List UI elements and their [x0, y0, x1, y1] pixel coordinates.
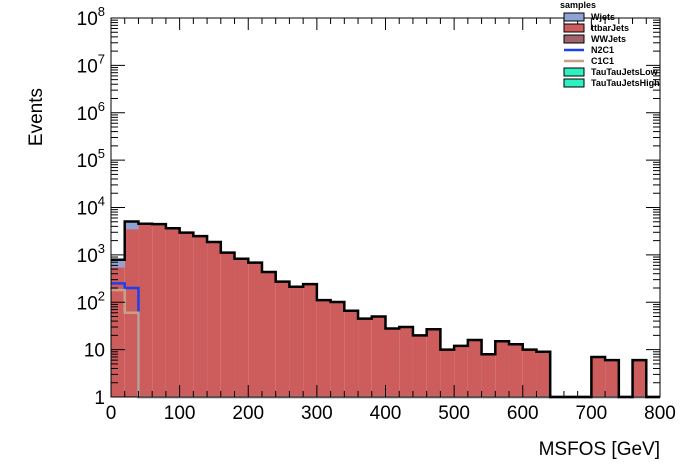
legend-label-ttbarjets: ttbarJets: [591, 23, 629, 33]
bar-ttbarjets-bin-5: [179, 232, 194, 397]
bar-ttbarjets-bin-24: [440, 349, 455, 397]
bar-ttbarjets-bin-19: [371, 316, 386, 397]
legend-title: samples: [560, 0, 596, 10]
x-tick-label: 400: [370, 403, 402, 424]
legend-label-wwjets: WWJets: [591, 34, 626, 44]
legend-entries: WjetsttbarJetsWWJetsN2C1C1C1TauTauJetsLo…: [563, 12, 660, 88]
legend-swatch-wwjets: [563, 34, 585, 44]
bar-ttbarjets-bin-26: [467, 339, 482, 397]
bar-wjets-bin-1: [124, 221, 139, 230]
y-axis-title: Events: [26, 88, 47, 146]
y-tick-labels: 1 10 102 103 104 105 106 107 108: [77, 4, 105, 409]
y-tick-label: 107: [77, 51, 105, 77]
legend-label-tautaujetshigh: TauTauJetsHigh: [591, 78, 660, 88]
bar-ttbarjets-bin-29: [509, 344, 523, 397]
axis-ticks: [110, 17, 661, 398]
bar-ttbarjets-bin-22: [412, 335, 427, 397]
bar-ttbarjets-bin-13: [289, 286, 304, 397]
bar-ttbarjets-bin-35: [591, 356, 606, 397]
x-axis-title: MSFOS [GeV]: [539, 439, 660, 460]
x-tick-label: 300: [301, 403, 333, 424]
bar-ttbarjets-bin-6: [193, 236, 208, 397]
bar-ttbarjets-bin-20: [385, 328, 400, 397]
bar-ttbarjets-bin-27: [481, 354, 496, 397]
bar-ttbarjets-bin-14: [303, 284, 317, 397]
legend-label-n2c1: N2C1: [591, 45, 614, 55]
legend-label-c1c1: C1C1: [591, 56, 614, 66]
bar-ttbarjets-bin-7: [207, 242, 221, 397]
bar-ttbarjets-bin-3: [152, 224, 166, 397]
bar-ttbarjets-bin-38: [632, 360, 647, 397]
bar-ttbarjets-bin-2: [138, 224, 153, 397]
stacked-histogram-layer: [111, 221, 647, 397]
y-tick-label: 103: [77, 241, 105, 267]
bar-ttbarjets-bin-8: [220, 252, 235, 397]
legend-label-tautaujetslow: TauTauJetsLow: [591, 67, 659, 77]
bar-ttbarjets-bin-25: [454, 345, 468, 397]
y-tick-label: 108: [77, 4, 105, 30]
bar-ttbarjets-bin-9: [234, 258, 249, 397]
bar-ttbarjets-bin-30: [522, 349, 537, 397]
bar-ttbarjets-bin-11: [261, 272, 276, 397]
legend-swatch-tautaujetslow: [563, 67, 585, 77]
x-tick-label: 100: [164, 403, 196, 424]
x-tick-label: 800: [644, 403, 676, 424]
legend: samples WjetsttbarJetsWWJetsN2C1C1C1TauT…: [560, 0, 660, 88]
x-tick-label: 600: [507, 403, 539, 424]
y-tick-label: 106: [77, 99, 105, 125]
bar-ttbarjets-bin-0: [111, 267, 125, 397]
bar-ttbarjets-bin-21: [399, 327, 413, 397]
bar-wjets-bin-0: [111, 260, 125, 268]
bar-ttbarjets-bin-16: [330, 302, 345, 397]
x-tick-label: 700: [576, 403, 608, 424]
y-tick-label: 105: [77, 146, 105, 172]
bar-ttbarjets-bin-23: [426, 329, 441, 397]
legend-swatch-wjets: [563, 12, 585, 22]
bar-ttbarjets-bin-15: [316, 300, 331, 397]
x-tick-label: 0: [106, 403, 117, 424]
legend-swatch-tautaujetshigh: [563, 78, 585, 88]
bar-ttbarjets-bin-10: [248, 262, 262, 397]
legend-swatch-ttbarjets: [563, 23, 585, 33]
y-tick-label: 10: [84, 341, 105, 362]
bar-ttbarjets-bin-18: [358, 318, 372, 397]
bar-ttbarjets-bin-31: [536, 351, 551, 397]
x-tick-label: 500: [438, 403, 470, 424]
y-tick-label: 1: [94, 388, 105, 409]
x-tick-label: 200: [232, 403, 264, 424]
bar-ttbarjets-bin-12: [275, 281, 290, 397]
bar-ttbarjets-bin-28: [495, 341, 510, 397]
bar-ttbarjets-bin-4: [165, 228, 180, 397]
y-tick-label: 102: [77, 288, 105, 314]
y-tick-label: 104: [77, 194, 105, 220]
bar-ttbarjets-bin-36: [605, 360, 619, 397]
x-tick-labels: 0 100 200 300 400 500 600 700 800: [106, 403, 676, 424]
legend-label-wjets: Wjets: [591, 12, 615, 22]
bar-ttbarjets-bin-17: [344, 311, 359, 397]
